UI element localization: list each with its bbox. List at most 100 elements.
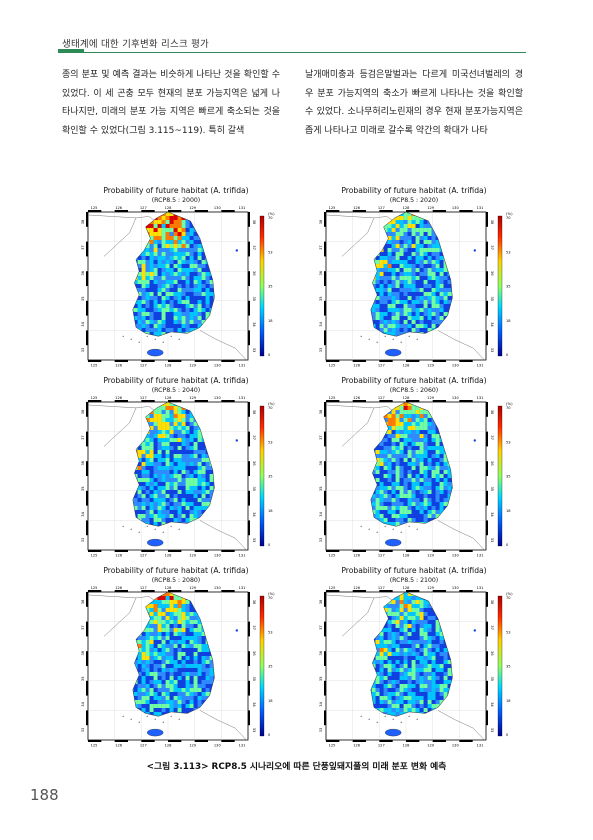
- svg-text:35: 35: [319, 487, 323, 492]
- svg-text:128: 128: [165, 744, 173, 748]
- header-accent: [58, 49, 84, 53]
- svg-text:125: 125: [329, 364, 336, 368]
- svg-text:128: 128: [165, 586, 173, 590]
- svg-text:36: 36: [81, 650, 85, 655]
- svg-text:34: 34: [252, 322, 256, 327]
- map-panel: Probability of future habitat (A. trifid…: [58, 376, 294, 564]
- svg-text:131: 131: [477, 586, 484, 590]
- svg-text:36: 36: [319, 460, 323, 465]
- svg-text:35: 35: [81, 297, 85, 302]
- svg-text:35: 35: [506, 475, 511, 479]
- svg-text:(%): (%): [268, 401, 275, 406]
- svg-text:38: 38: [319, 409, 323, 414]
- svg-text:34: 34: [252, 702, 256, 707]
- svg-text:37: 37: [490, 245, 494, 250]
- running-header-title: 생태계에 대한 기후변화 리스크 평가: [62, 39, 209, 50]
- svg-text:131: 131: [239, 396, 246, 400]
- body-text-right: 날개매미충과 등검은말벌과는 다르게 미국선녀벌레의 경우 분포 가능지역의 축…: [305, 70, 523, 136]
- svg-text:125: 125: [329, 554, 336, 558]
- svg-text:35: 35: [81, 487, 85, 492]
- map-title: Probability of future habitat (A. trifid…: [341, 376, 487, 385]
- svg-text:129: 129: [189, 364, 197, 368]
- map-subtitle: (RCP8.5 : 2020): [389, 197, 439, 204]
- svg-text:127: 127: [378, 396, 385, 400]
- svg-text:(%): (%): [268, 591, 275, 596]
- svg-text:53: 53: [268, 250, 273, 254]
- map-panel: Probability of future habitat (A. trifid…: [296, 566, 532, 754]
- svg-text:36: 36: [319, 650, 323, 655]
- svg-text:35: 35: [252, 487, 256, 492]
- svg-text:53: 53: [506, 440, 511, 444]
- svg-text:34: 34: [81, 701, 85, 706]
- svg-text:37: 37: [81, 245, 85, 250]
- svg-text:126: 126: [115, 364, 123, 368]
- svg-text:126: 126: [353, 554, 361, 558]
- svg-text:18: 18: [506, 509, 511, 513]
- svg-text:126: 126: [353, 396, 361, 400]
- svg-text:125: 125: [329, 396, 336, 400]
- svg-text:131: 131: [477, 744, 484, 748]
- svg-text:53: 53: [506, 250, 511, 254]
- map-subtitle: (RCP8.5 : 2040): [151, 387, 201, 394]
- svg-text:53: 53: [268, 440, 273, 444]
- map-panel: Probability of future habitat (A. trifid…: [296, 186, 532, 374]
- map-subtitle: (RCP8.5 : 2100): [389, 577, 439, 584]
- svg-text:38: 38: [490, 600, 494, 605]
- svg-text:36: 36: [252, 651, 256, 656]
- svg-text:35: 35: [506, 665, 511, 669]
- svg-text:35: 35: [268, 665, 273, 669]
- svg-text:0: 0: [268, 543, 271, 547]
- svg-text:36: 36: [490, 271, 494, 276]
- svg-text:129: 129: [189, 206, 197, 210]
- svg-text:33: 33: [252, 538, 256, 543]
- svg-text:34: 34: [81, 321, 85, 326]
- svg-text:126: 126: [353, 586, 361, 590]
- svg-text:34: 34: [319, 511, 323, 516]
- svg-text:126: 126: [115, 396, 123, 400]
- svg-text:34: 34: [319, 701, 323, 706]
- svg-text:38: 38: [490, 220, 494, 225]
- svg-text:33: 33: [252, 728, 256, 733]
- svg-text:34: 34: [490, 702, 494, 707]
- svg-text:35: 35: [319, 297, 323, 302]
- svg-text:130: 130: [452, 396, 460, 400]
- svg-text:128: 128: [165, 396, 173, 400]
- svg-text:(%): (%): [506, 211, 513, 216]
- svg-text:18: 18: [268, 699, 273, 703]
- svg-text:38: 38: [319, 599, 323, 604]
- svg-text:34: 34: [252, 512, 256, 517]
- svg-text:38: 38: [319, 219, 323, 224]
- map-title: Probability of future habitat (A. trifid…: [103, 566, 249, 575]
- svg-text:129: 129: [427, 744, 435, 748]
- svg-text:(%): (%): [268, 211, 275, 216]
- svg-text:33: 33: [490, 348, 494, 353]
- svg-text:35: 35: [319, 677, 323, 682]
- svg-text:18: 18: [268, 319, 273, 323]
- map-title: Probability of future habitat (A. trifid…: [103, 376, 249, 385]
- svg-text:70: 70: [506, 216, 511, 220]
- svg-text:70: 70: [506, 596, 511, 600]
- svg-text:36: 36: [490, 461, 494, 466]
- svg-text:131: 131: [477, 554, 484, 558]
- svg-text:35: 35: [490, 487, 494, 492]
- svg-text:37: 37: [252, 245, 256, 250]
- svg-text:128: 128: [403, 554, 411, 558]
- svg-text:34: 34: [490, 512, 494, 517]
- svg-text:38: 38: [252, 410, 256, 415]
- map-panel: Probability of future habitat (A. trifid…: [58, 566, 294, 754]
- svg-text:127: 127: [378, 586, 385, 590]
- svg-text:70: 70: [506, 406, 511, 410]
- svg-text:36: 36: [252, 271, 256, 276]
- svg-text:127: 127: [140, 206, 147, 210]
- svg-text:33: 33: [490, 728, 494, 733]
- svg-text:33: 33: [252, 348, 256, 353]
- svg-text:37: 37: [319, 435, 323, 440]
- svg-text:129: 129: [427, 364, 435, 368]
- svg-text:36: 36: [81, 460, 85, 465]
- svg-text:131: 131: [477, 206, 484, 210]
- svg-text:37: 37: [81, 435, 85, 440]
- svg-text:127: 127: [140, 744, 147, 748]
- svg-text:130: 130: [214, 744, 222, 748]
- habitat-map: 125 125 126 126 127 127 128 128 129 129 130 130 131 1…: [319, 586, 513, 748]
- svg-text:128: 128: [403, 744, 411, 748]
